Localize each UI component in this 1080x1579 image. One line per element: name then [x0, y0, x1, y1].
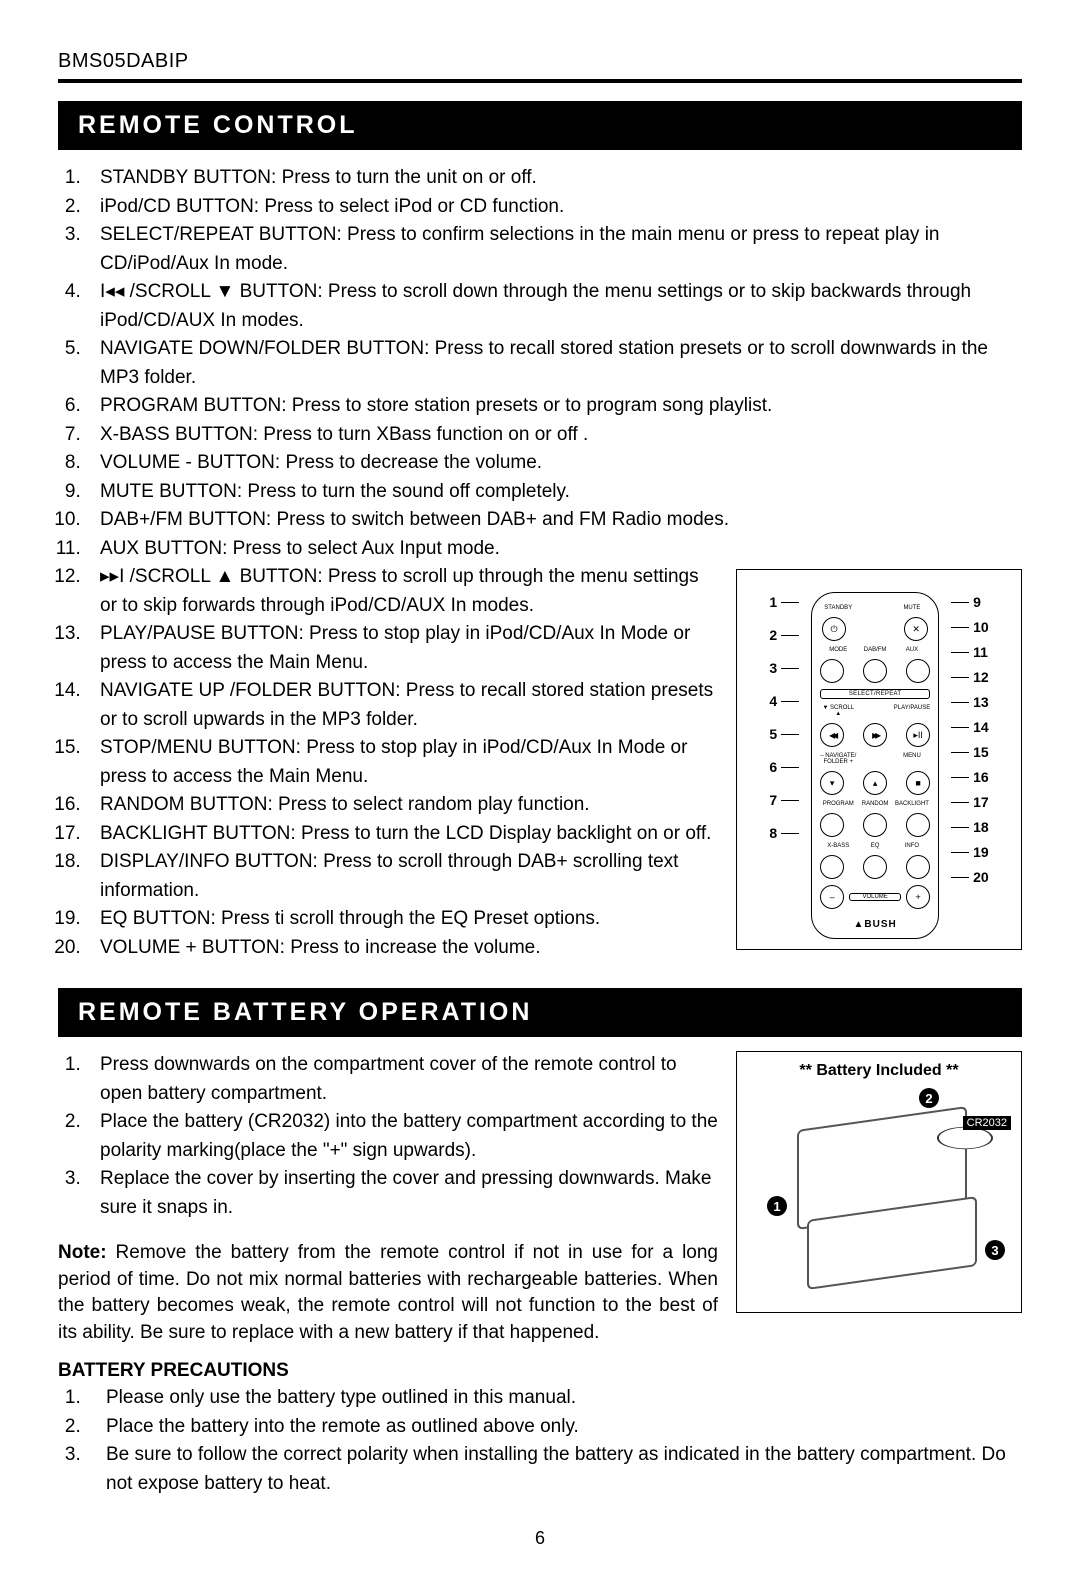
nav-up-icon: ▴ — [863, 771, 887, 795]
list-item: I◂◂ /SCROLL ▼ BUTTON: Press to scroll do… — [86, 278, 1022, 335]
list-item: STANDBY BUTTON: Press to turn the unit o… — [86, 164, 1022, 193]
skip-fwd-icon — [863, 723, 887, 747]
list-item: DAB+/FM BUTTON: Press to switch between … — [86, 506, 1022, 535]
list-item: Press downwards on the compartment cover… — [86, 1051, 718, 1108]
battery-note: Note: Remove the battery from the remote… — [58, 1240, 718, 1346]
remote-diagram: 1 2 3 4 5 6 7 8 STANDBYMUTE ⏻✕ MODEDAB/F… — [736, 569, 1022, 950]
remote-items-lower: ▸▸I /SCROLL ▲ BUTTON: Press to scroll up… — [58, 563, 718, 962]
diagram-left-labels: 1 2 3 4 5 6 7 8 — [769, 592, 803, 939]
list-item: Please only use the battery type outline… — [86, 1384, 1022, 1413]
header-rule — [58, 79, 1022, 83]
list-item: Place the battery (CR2032) into the batt… — [86, 1108, 718, 1165]
list-item: VOLUME - BUTTON: Press to decrease the v… — [86, 449, 1022, 478]
list-item: DISPLAY/INFO BUTTON: Press to scroll thr… — [86, 848, 718, 905]
list-item: SELECT/REPEAT BUTTON: Press to confirm s… — [86, 221, 1022, 278]
list-item: Replace the cover by inserting the cover… — [86, 1165, 718, 1222]
list-item: NAVIGATE DOWN/FOLDER BUTTON: Press to re… — [86, 335, 1022, 392]
diagram-right-labels: 9 10 11 12 13 14 15 16 17 18 19 20 — [947, 592, 989, 939]
list-item: X-BASS BUTTON: Press to turn XBass funct… — [86, 421, 1022, 450]
list-item: AUX BUTTON: Press to select Aux Input mo… — [86, 535, 1022, 564]
vol-plus-icon: + — [906, 885, 930, 909]
list-item: Be sure to follow the correct polarity w… — [86, 1441, 1022, 1498]
list-item: MUTE BUTTON: Press to turn the sound off… — [86, 478, 1022, 507]
mute-icon: ✕ — [904, 617, 928, 641]
battery-diagram: ** Battery Included ** CR2032 1 2 3 — [736, 1051, 1022, 1313]
remote-control-heading: REMOTE CONTROL — [58, 101, 1022, 150]
remote-body: STANDBYMUTE ⏻✕ MODEDAB/FMAUX SELECT/REPE… — [811, 592, 939, 939]
battery-included-label: ** Battery Included ** — [799, 1062, 958, 1079]
list-item: RANDOM BUTTON: Press to select random pl… — [86, 791, 718, 820]
step-badge-1: 1 — [767, 1196, 787, 1216]
nav-down-icon: ▾ — [820, 771, 844, 795]
brand-logo: ▲BUSH — [853, 919, 896, 930]
list-item: STOP/MENU BUTTON: Press to stop play in … — [86, 734, 718, 791]
skip-back-icon — [820, 723, 844, 747]
model-number: BMS05DABIP — [58, 50, 1022, 73]
list-item: iPod/CD BUTTON: Press to select iPod or … — [86, 193, 1022, 222]
list-item: VOLUME + BUTTON: Press to increase the v… — [86, 934, 718, 963]
battery-model-label: CR2032 — [963, 1116, 1011, 1130]
list-item: PROGRAM BUTTON: Press to store station p… — [86, 392, 1022, 421]
list-item: PLAY/PAUSE BUTTON: Press to stop play in… — [86, 620, 718, 677]
list-item: ▸▸I /SCROLL ▲ BUTTON: Press to scroll up… — [86, 563, 718, 620]
list-item: Place the battery into the remote as out… — [86, 1413, 1022, 1442]
remote-items-upper: STANDBY BUTTON: Press to turn the unit o… — [58, 164, 1022, 563]
list-item: EQ BUTTON: Press ti scroll through the E… — [86, 905, 718, 934]
battery-steps: Press downwards on the compartment cover… — [58, 1051, 718, 1222]
step-badge-3: 3 — [985, 1240, 1005, 1260]
precautions-list: Please only use the battery type outline… — [58, 1384, 1022, 1498]
battery-heading: REMOTE BATTERY OPERATION — [58, 988, 1022, 1037]
list-item: NAVIGATE UP /FOLDER BUTTON: Press to rec… — [86, 677, 718, 734]
list-item: BACKLIGHT BUTTON: Press to turn the LCD … — [86, 820, 718, 849]
precautions-heading: BATTERY PRECAUTIONS — [58, 1360, 1022, 1382]
play-pause-icon: ▸II — [906, 723, 930, 747]
stop-icon: ■ — [906, 771, 930, 795]
manual-page: BMS05DABIP REMOTE CONTROL STANDBY BUTTON… — [0, 0, 1080, 1579]
vol-minus-icon: – — [820, 885, 844, 909]
step-badge-2: 2 — [919, 1088, 939, 1108]
standby-icon: ⏻ — [822, 617, 846, 641]
